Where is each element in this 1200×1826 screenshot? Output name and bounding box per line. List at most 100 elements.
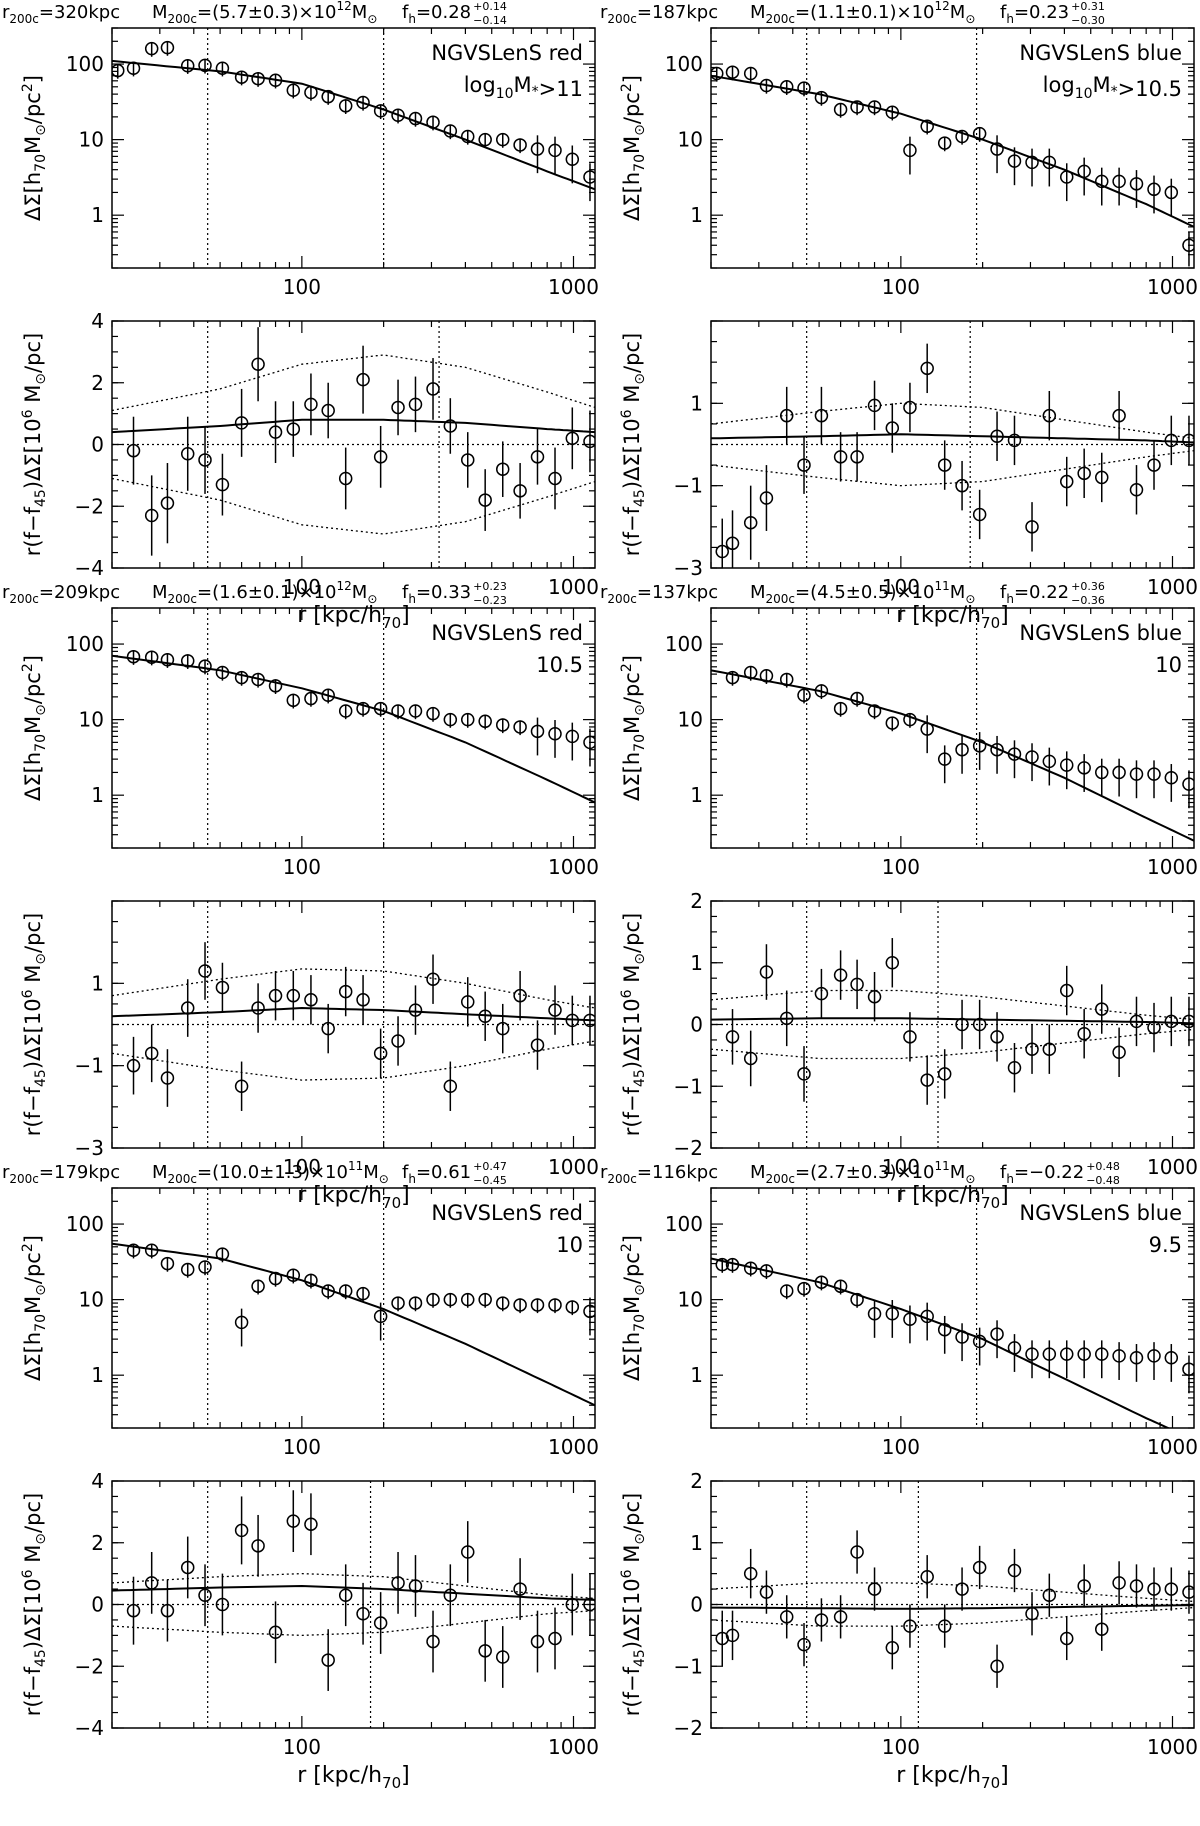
- data-point: [1112, 408, 1126, 423]
- bottom-ylabel: r(f−f45)ΔΣ[106 M⊙/pc]: [20, 1493, 49, 1716]
- data-point: [779, 80, 794, 94]
- data-point: [321, 1284, 335, 1298]
- envelope-lower: [711, 450, 1194, 487]
- data-point: [565, 729, 580, 744]
- data-point: [391, 1296, 405, 1310]
- data-point: [338, 99, 353, 113]
- data-point: [583, 170, 595, 184]
- data-point: [885, 421, 900, 435]
- data-point: [1059, 1631, 1074, 1646]
- y-tick-label: −2: [674, 1136, 703, 1160]
- data-point: [321, 1021, 335, 1036]
- data-point: [304, 993, 318, 1007]
- data-point: [286, 83, 301, 98]
- x-tick-label: 100: [882, 1735, 920, 1759]
- data-point: [1042, 754, 1057, 769]
- data-point: [1095, 470, 1109, 485]
- data-point: [1112, 1045, 1126, 1060]
- data-point: [725, 1030, 740, 1044]
- data-point: [356, 701, 370, 716]
- data-point: [850, 100, 864, 114]
- data-point: [955, 1330, 969, 1344]
- data-point: [1077, 1347, 1091, 1361]
- fh-label: fh=0.23: [1000, 2, 1069, 26]
- data-point: [268, 679, 283, 693]
- data-point: [304, 397, 318, 412]
- data-point: [990, 429, 1004, 444]
- data-point: [1059, 758, 1074, 772]
- data-point: [443, 1588, 458, 1602]
- data-point: [338, 471, 353, 486]
- data-point: [1007, 1341, 1022, 1355]
- legend-cut: 10.510M*<11: [536, 653, 583, 677]
- data-point: [513, 1298, 527, 1312]
- data-point: [814, 684, 829, 698]
- data-point: [1059, 474, 1074, 489]
- top-ylabel: ΔΣ[h70M⊙/pc2]: [619, 655, 648, 801]
- top-ylabel: ΔΣ[h70M⊙/pc2]: [20, 1235, 49, 1381]
- data-point: [850, 1545, 864, 1559]
- y-tick-label: −4: [75, 1716, 104, 1740]
- data-point: [990, 1327, 1004, 1341]
- data-point: [867, 1307, 882, 1321]
- data-point: [268, 988, 283, 1003]
- envelope-lower: [112, 1040, 595, 1081]
- data-point: [548, 1631, 562, 1646]
- data-point: [1077, 466, 1091, 481]
- data-point: [198, 964, 212, 978]
- y-tick-label: 4: [91, 1469, 104, 1493]
- data-point: [286, 422, 301, 436]
- data-point: [725, 1628, 740, 1643]
- data-point: [990, 742, 1004, 757]
- data-point: [743, 1566, 758, 1581]
- fh-label: fh=0.33: [402, 582, 471, 606]
- data-point: [850, 977, 864, 992]
- y-tick-label: 1: [690, 1531, 703, 1555]
- data-point: [715, 544, 729, 559]
- data-point: [215, 1247, 230, 1261]
- data-point: [972, 1560, 987, 1575]
- y-tick-label: 10: [79, 708, 104, 732]
- data-point: [215, 61, 230, 75]
- data-point: [920, 722, 934, 736]
- fh-label: fh=0.61: [402, 1162, 471, 1186]
- data-point: [496, 1021, 510, 1036]
- data-point: [408, 397, 423, 412]
- envelope-upper: [711, 1582, 1194, 1603]
- data-point: [144, 508, 159, 523]
- model-curve: [112, 418, 595, 434]
- data-point: [426, 972, 440, 986]
- data-point: [144, 41, 159, 56]
- data-point: [356, 1286, 370, 1301]
- data-point: [797, 1281, 811, 1296]
- data-point: [990, 142, 1004, 156]
- top-panel-frame: [710, 607, 1195, 849]
- data-point: [391, 1576, 405, 1590]
- data-point: [759, 491, 774, 505]
- y-tick-label: 10: [678, 1288, 703, 1312]
- chart-3: r200c=209kpc M200c=(1.6±0.1)×1012M⊙ fh=0.3…: [2, 579, 599, 1212]
- top-ylabel: ΔΣ[h70M⊙/pc2]: [619, 75, 648, 221]
- data-point: [1077, 1027, 1091, 1041]
- x-tick-label: 1000: [1147, 1435, 1198, 1459]
- data-point: [711, 66, 724, 81]
- bottom-ylabel: r(f−f45)ΔΣ[106 M⊙/pc]: [619, 1493, 648, 1716]
- data-point: [1025, 155, 1039, 170]
- mass-label: M200c=(2.7±0.3)×1011M⊙: [750, 1159, 975, 1186]
- data-point: [160, 1603, 175, 1618]
- data-point: [955, 478, 969, 493]
- data-point: [496, 718, 510, 732]
- data-point: [814, 1613, 829, 1627]
- model-curve: [112, 654, 595, 804]
- data-point: [408, 704, 423, 718]
- data-point: [391, 400, 405, 415]
- x-tick-label: 1000: [548, 575, 599, 599]
- data-point: [725, 670, 740, 685]
- y-tick-label: 100: [665, 1212, 703, 1236]
- data-point: [160, 652, 175, 667]
- data-point: [478, 132, 492, 147]
- data-point: [268, 73, 283, 88]
- data-point: [1025, 520, 1039, 534]
- data-point: [903, 1030, 917, 1044]
